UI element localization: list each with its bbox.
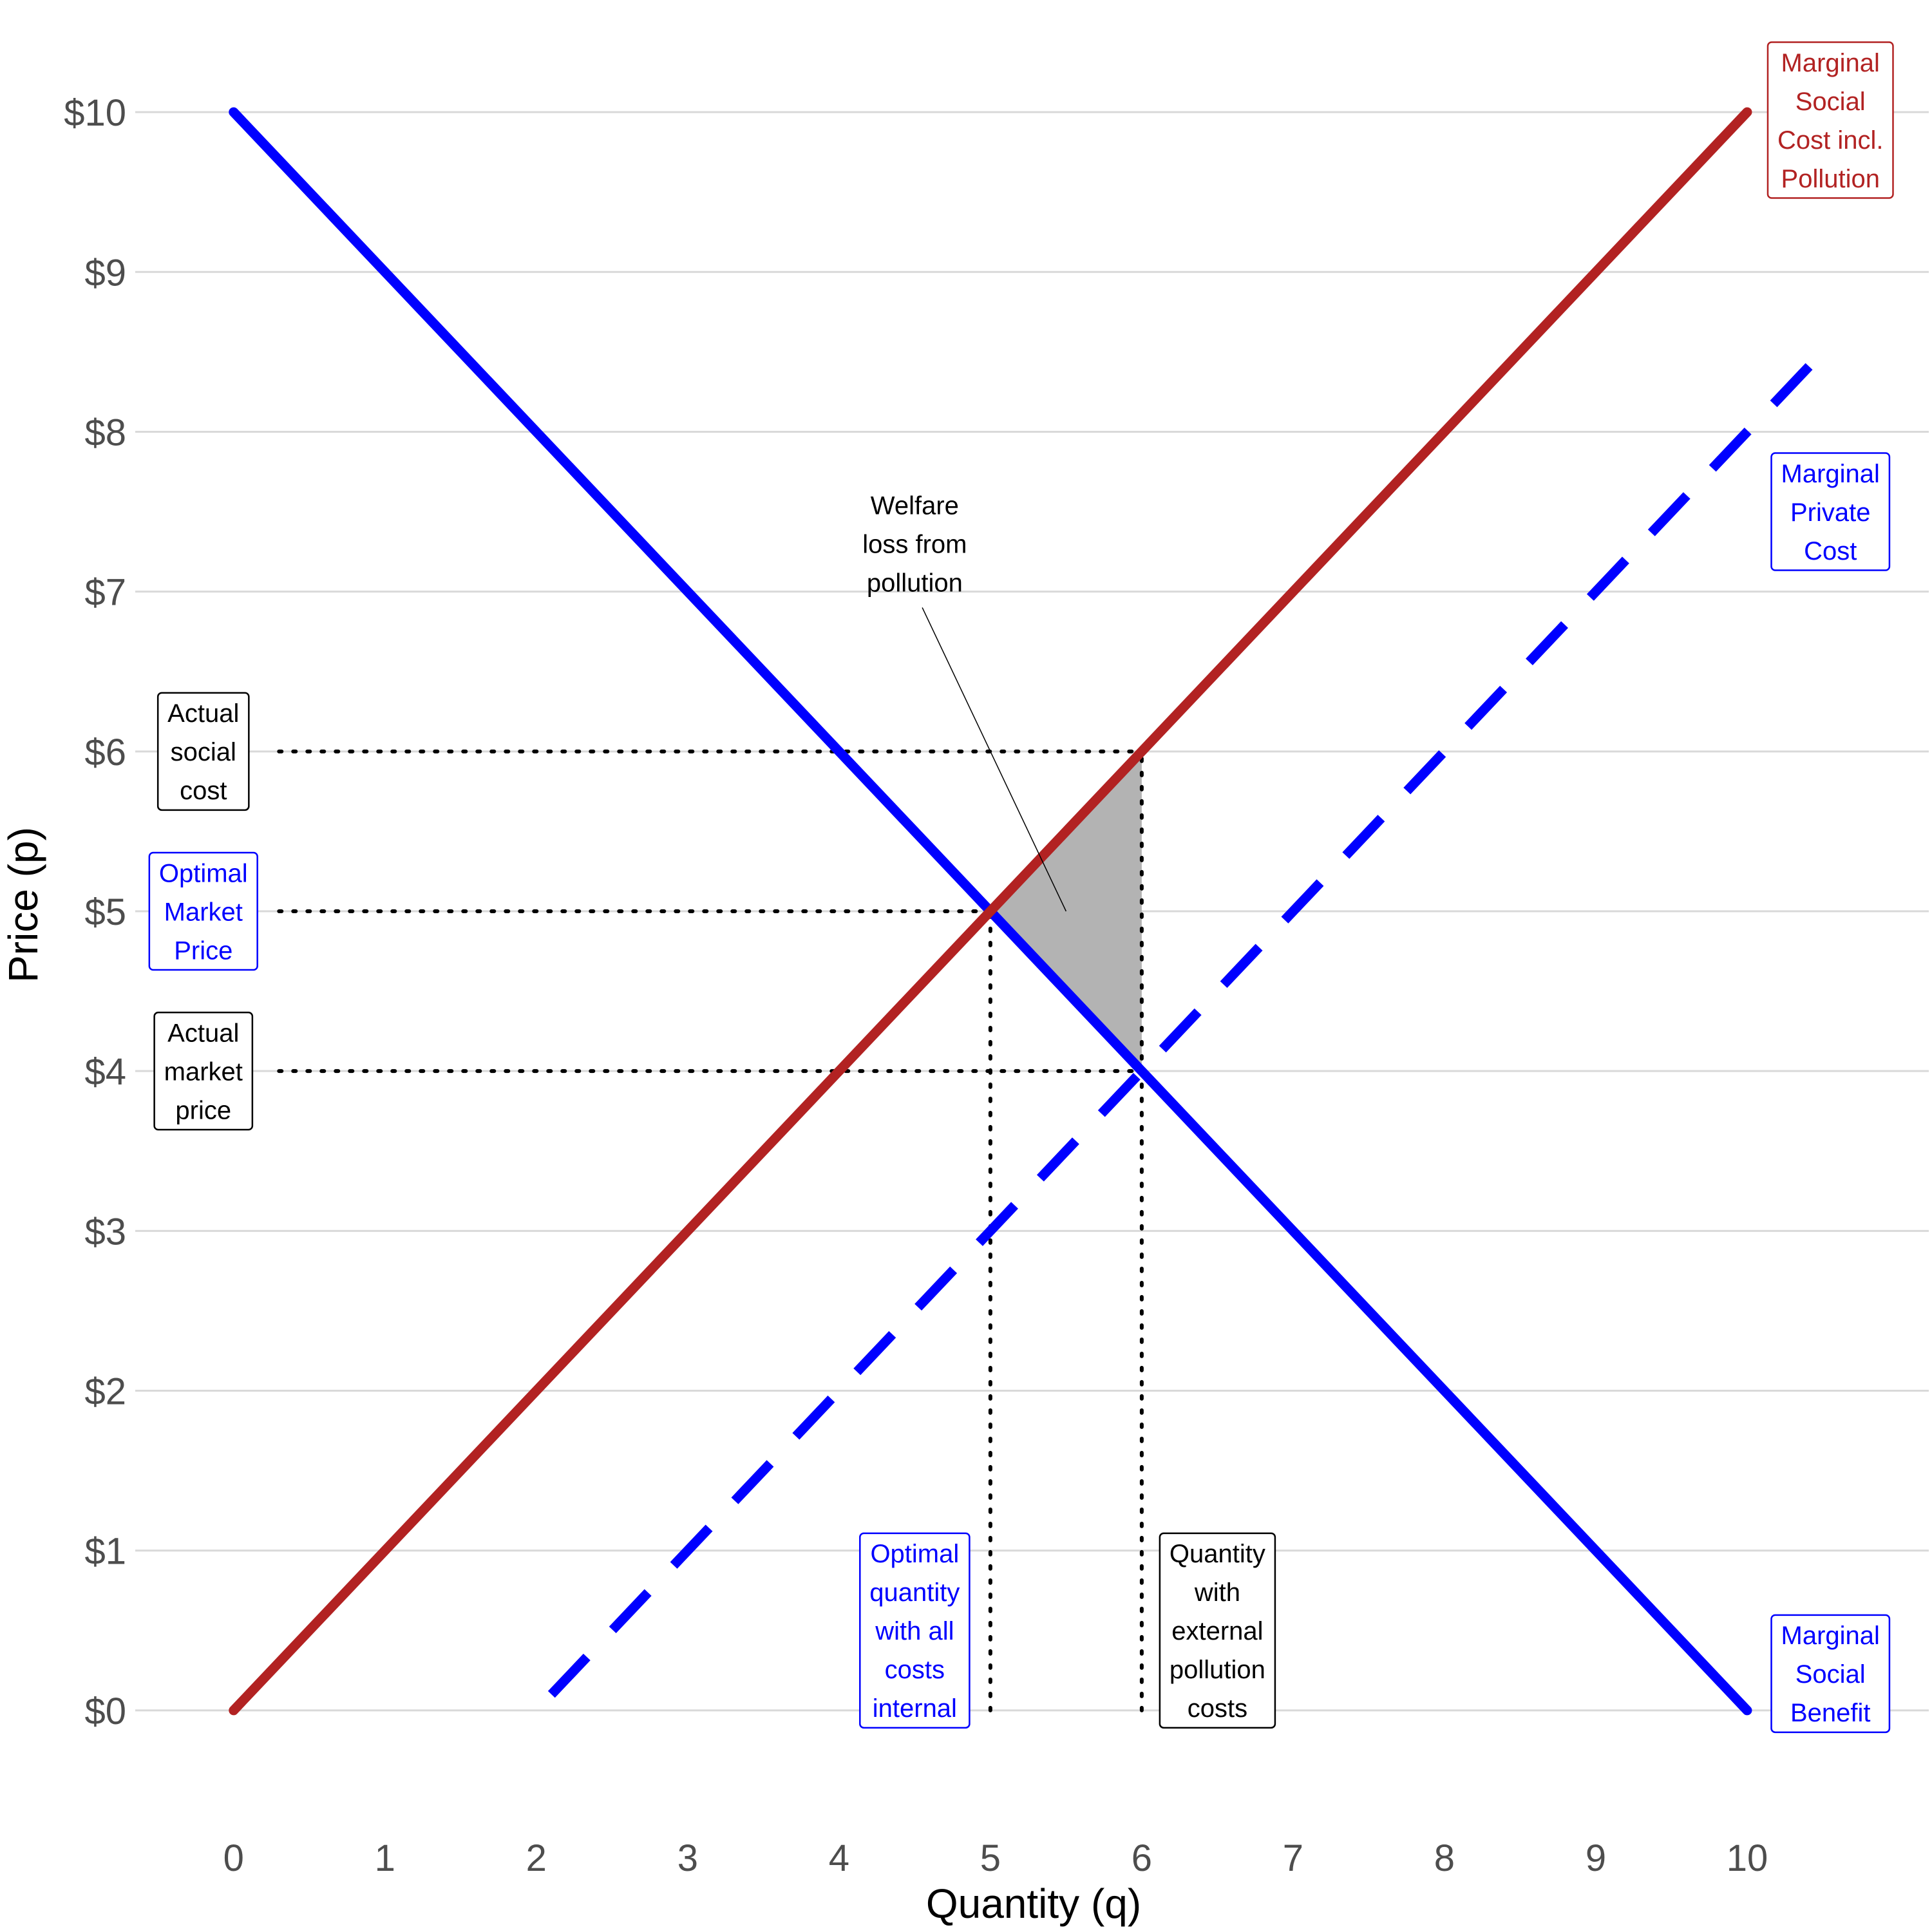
label-actual-social-cost-text: Actual social cost [167, 699, 239, 805]
label-optimal-quantity-line-2: with all [875, 1617, 954, 1645]
label-quantity-external-line-1: with [1194, 1578, 1240, 1607]
label-optimal-market-price: Optimal Market Price [148, 851, 258, 971]
label-welfare-loss-line-2: pollution [867, 569, 963, 598]
label-msc-text: Marginal Social Cost incl. Pollution [1777, 49, 1884, 193]
label-msb-line-2: Benefit [1790, 1699, 1871, 1727]
label-msc-line-2: Cost incl. [1777, 126, 1884, 155]
label-optimal-market-price-line-0: Optimal [159, 859, 248, 887]
label-msc-line-3: Pollution [1781, 165, 1880, 193]
y-tick-label-3: $3 [84, 1211, 126, 1253]
y-tick-label-6: $6 [84, 732, 126, 773]
reference-lines-layer [277, 749, 1144, 1712]
label-msc: Marginal Social Cost incl. Pollution [1766, 41, 1894, 199]
label-welfare-loss: Welfare loss from pollution [862, 492, 967, 598]
label-actual-market-price-line-2: price [175, 1097, 231, 1125]
label-quantity-external-box [1159, 1532, 1276, 1729]
label-msb-box [1770, 1614, 1891, 1734]
label-mpc-box [1770, 452, 1891, 571]
welfare-loss-leader-line [922, 607, 1067, 912]
label-optimal-quantity-line-1: quantity [869, 1578, 960, 1607]
label-msb-text: Marginal Social Benefit [1781, 1622, 1880, 1727]
label-optimal-quantity-line-0: Optimal [870, 1540, 959, 1568]
x-tick-label-6: 6 [1132, 1837, 1152, 1879]
tick-labels-layer: $0 $1 $2 $3 $4 $5 $6 $7 $8 $9 $10 0 1 2 3 4 5 6 7 8 9 10 [64, 92, 1768, 1879]
label-quantity-external-text: Quantity with external pollution costs [1170, 1540, 1265, 1723]
y-tick-label-9: $9 [84, 252, 126, 294]
label-msb-line-1: Social [1795, 1660, 1866, 1689]
label-optimal-market-price-line-2: Price [174, 936, 232, 965]
label-actual-social-cost: Actual social cost [156, 692, 250, 811]
y-axis-title: Price (p) [0, 827, 46, 983]
label-optimal-quantity-text: Optimal quantity with all costs internal [869, 1540, 960, 1723]
label-optimal-market-price-box [148, 851, 258, 971]
x-tick-label-0: 0 [223, 1837, 244, 1879]
y-tick-label-7: $7 [84, 572, 126, 614]
label-quantity-external: Quantity with external pollution costs [1159, 1532, 1276, 1729]
label-optimal-market-price-line-1: Market [164, 898, 243, 926]
label-actual-social-cost-line-1: social [171, 738, 236, 766]
label-quantity-external-line-3: pollution [1170, 1656, 1265, 1684]
label-optimal-market-price-text: Optimal Market Price [159, 859, 248, 965]
x-tick-label-4: 4 [829, 1837, 849, 1879]
label-actual-market-price: Actual market price [153, 1011, 254, 1131]
y-tick-label-0: $0 [84, 1690, 126, 1732]
label-actual-market-price-text: Actual market price [164, 1019, 243, 1125]
series-line-marginal-social-cost-incl-pollution [229, 107, 1752, 1716]
label-actual-social-cost-line-2: cost [180, 777, 227, 805]
y-tick-label-5: $5 [84, 891, 126, 933]
label-mpc-line-2: Cost [1804, 537, 1857, 565]
label-quantity-external-line-2: external [1171, 1617, 1263, 1645]
x-tick-label-9: 9 [1586, 1837, 1606, 1879]
y-tick-label-1: $1 [84, 1531, 126, 1573]
label-actual-market-price-line-1: market [164, 1058, 243, 1086]
label-optimal-quantity-line-3: costs [885, 1656, 945, 1684]
label-optimal-quantity-box [859, 1532, 971, 1729]
label-welfare-loss-line-0: Welfare [871, 492, 959, 520]
label-quantity-external-line-4: costs [1188, 1694, 1247, 1723]
label-actual-social-cost-line-0: Actual [167, 699, 239, 728]
label-optimal-quantity-line-4: internal [873, 1694, 957, 1723]
y-tick-label-4: $4 [84, 1051, 126, 1093]
x-axis-title: Quantity (q) [926, 1880, 1141, 1927]
label-mpc-line-1: Private [1790, 498, 1871, 527]
x-tick-label-2: 2 [526, 1837, 547, 1879]
label-quantity-external-line-0: Quantity [1170, 1540, 1265, 1568]
x-tick-label-7: 7 [1283, 1837, 1303, 1879]
label-actual-market-price-line-0: Actual [167, 1019, 239, 1048]
y-tick-label-10: $10 [64, 92, 126, 134]
series-line-marginal-private-cost [547, 348, 1826, 1698]
label-mpc-text: Marginal Private Cost [1781, 460, 1880, 565]
annotations-layer: Marginal Social Cost incl. PollutionMargina… [148, 41, 1894, 1734]
label-mpc: Marginal Private Cost [1770, 452, 1891, 571]
label-msb-line-0: Marginal [1781, 1622, 1880, 1650]
label-msb: Marginal Social Benefit [1770, 1614, 1891, 1734]
label-actual-social-cost-box [156, 692, 250, 811]
label-msc-box [1766, 41, 1894, 199]
label-optimal-quantity: Optimal quantity with all costs internal [859, 1532, 971, 1729]
label-actual-market-price-box [153, 1011, 254, 1131]
x-tick-label-1: 1 [375, 1837, 395, 1879]
x-tick-label-8: 8 [1434, 1837, 1455, 1879]
label-welfare-loss-text: Welfare loss from pollution [862, 492, 967, 598]
x-tick-label-3: 3 [677, 1837, 698, 1879]
x-tick-label-10: 10 [1727, 1837, 1768, 1879]
label-mpc-line-0: Marginal [1781, 460, 1880, 488]
series-layer [229, 107, 1826, 1716]
x-tick-label-5: 5 [980, 1837, 1001, 1879]
label-welfare-loss-line-1: loss from [862, 531, 967, 559]
label-msc-line-1: Social [1795, 88, 1866, 116]
y-tick-label-8: $8 [84, 412, 126, 453]
label-msc-line-0: Marginal [1781, 49, 1880, 77]
y-tick-label-2: $2 [84, 1371, 126, 1413]
